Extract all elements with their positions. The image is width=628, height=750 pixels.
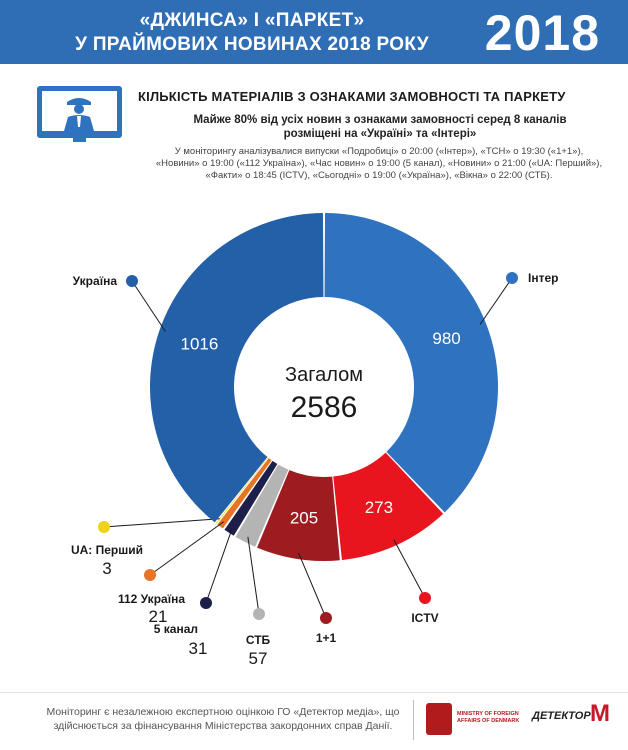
slice-value-outside-ua-перший: 3	[102, 559, 111, 578]
slice-інтер	[324, 213, 498, 513]
slice-value-інтер: 980	[432, 329, 460, 348]
leader-line-112-україна	[149, 521, 224, 576]
slice-label-стб: СТБ	[246, 633, 271, 647]
slice-label-112-україна: 112 Україна	[118, 592, 185, 606]
note-line3: «Факти» о 18:45 (ICTV), «Сьогодні» о 19:…	[205, 170, 553, 181]
note-line2: «Новини» о 19:00 («112 Україна»), «Час н…	[155, 158, 603, 169]
slice-label-україна: Україна	[73, 274, 118, 288]
section-title: КІЛЬКІСТЬ МАТЕРІАЛІВ З ОЗНАКАМИ ЗАМОВНОС…	[138, 89, 566, 104]
header-banner: «ДЖИНСА» І «ПАРКЕТ» У ПРАЙМОВИХ НОВИНАХ …	[0, 0, 628, 64]
subtitle: Майже 80% від усіх новин з ознаками замо…	[150, 113, 610, 141]
center-total: 2586	[291, 391, 358, 424]
leader-line-інтер	[479, 277, 513, 325]
label-dot-ictv	[419, 592, 431, 604]
leader-line-5-канал	[205, 527, 233, 604]
slice-1-1	[257, 470, 340, 562]
slice-ua-перший	[215, 457, 269, 524]
footer-divider	[0, 692, 628, 693]
footer-text-line2: здійснюється за фінансування Міністерств…	[53, 720, 393, 732]
slice-україна	[149, 213, 324, 523]
slice-value-1-1: 205	[290, 508, 318, 527]
slice-стб	[235, 464, 289, 547]
label-dot-112-україна	[144, 569, 156, 581]
slice-ictv	[333, 452, 444, 561]
label-dot-ua-перший	[98, 521, 110, 533]
leader-line-ictv	[393, 539, 426, 599]
leader-line-ua-перший	[103, 518, 220, 528]
tv-presenter-icon	[37, 86, 122, 142]
slice-label-ua-перший: UA: Перший	[71, 543, 143, 557]
slice-value-outside-стб: 57	[249, 649, 268, 668]
label-dot-стб	[253, 608, 265, 620]
leader-line-україна	[131, 280, 166, 332]
donut-hole	[235, 298, 413, 476]
label-dot-5-канал	[200, 597, 212, 609]
leader-line-1-1	[298, 552, 327, 619]
header-year: 2018	[484, 5, 600, 61]
subtitle-line2: розміщені на «Україні» та «Інтері»	[283, 128, 477, 140]
slice-label-ictv: ICTV	[411, 611, 438, 625]
center-label: Загалом	[285, 364, 363, 386]
slice-value-ictv: 273	[365, 498, 393, 517]
slice-112-україна	[217, 458, 272, 529]
crown-emblem-icon	[426, 703, 452, 735]
slice-value-україна: 1016	[180, 334, 218, 353]
slice-value-outside-112-україна: 21	[149, 607, 168, 626]
label-dot-інтер	[506, 272, 518, 284]
label-dot-1-1	[320, 612, 332, 624]
slice-label-5-канал: 5 канал	[154, 622, 198, 636]
donut-chart: Інтер 980 ICTV 273 1+1 205 СТБ 57 5 канал 31 112 У…	[71, 213, 558, 668]
label-dot-україна	[126, 275, 138, 287]
footer-text-line1: Моніторинг є незалежною експертною оцінк…	[46, 706, 400, 718]
slice-value-outside-5-канал: 31	[189, 639, 208, 658]
leader-line-стб	[247, 536, 260, 615]
ministry-name: MINISTRY OF FOREIGN AFFAIRS OF DENMARK	[457, 711, 520, 724]
footer-text: Моніторинг є незалежною експертною оцінк…	[38, 705, 408, 733]
header-title-line1: «ДЖИНСА» І «ПАРКЕТ»	[139, 10, 365, 31]
footer-separator	[413, 700, 414, 740]
header-title-line2: У ПРАЙМОВИХ НОВИНАХ 2018 РОКУ	[75, 34, 429, 55]
note-line1: У моніторингу аналізувалися випуски «Под…	[174, 146, 584, 157]
slice-label-інтер: Інтер	[528, 271, 558, 285]
ministry-logo: MINISTRY OF FOREIGN AFFAIRS OF DENMARK	[426, 703, 546, 737]
monitoring-note: У моніторингу аналізувалися випуски «Под…	[138, 146, 620, 182]
subtitle-line1: Майже 80% від усіх новин з ознаками замо…	[193, 114, 567, 126]
slice-label-1-1: 1+1	[316, 631, 337, 645]
detector-media-mark: M	[590, 700, 610, 727]
slice-5-канал	[224, 460, 278, 536]
detector-media-logo: ДЕТЕКТОР	[532, 710, 591, 722]
